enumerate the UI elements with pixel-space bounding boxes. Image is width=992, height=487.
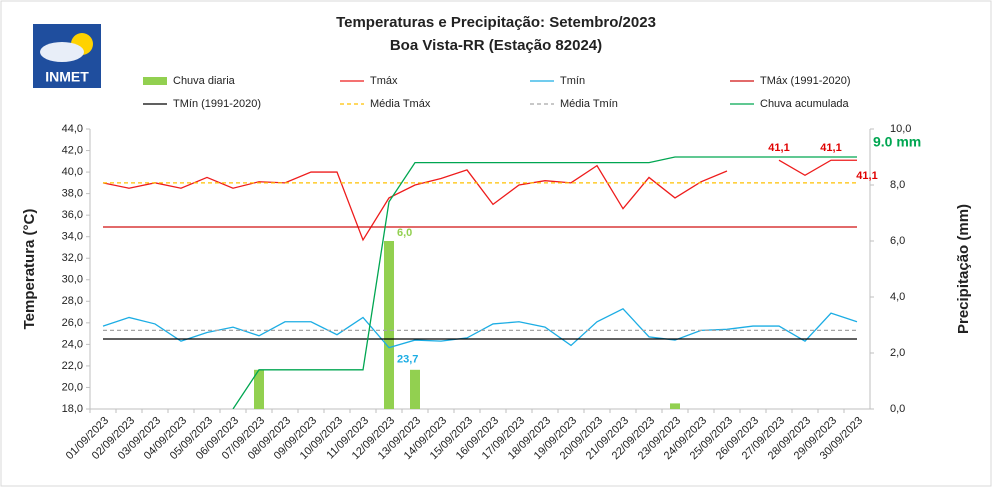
y-axis-label: Temperatura (°C) bbox=[21, 209, 38, 330]
y-tick-label: 22,0 bbox=[62, 360, 83, 372]
logo-text: INMET bbox=[45, 69, 89, 85]
y2-tick-label: 10,0 bbox=[890, 123, 911, 135]
line bbox=[102, 164, 728, 242]
legend-label: Tmín bbox=[560, 75, 585, 87]
data-label: 23,7 bbox=[397, 354, 418, 366]
line bbox=[232, 156, 857, 409]
line bbox=[778, 159, 857, 177]
y-tick-label: 34,0 bbox=[62, 231, 83, 243]
y-tick-label: 40,0 bbox=[62, 166, 83, 178]
bar bbox=[384, 241, 394, 409]
y-tick-label: 32,0 bbox=[62, 252, 83, 264]
y-tick-label: 24,0 bbox=[62, 338, 83, 350]
y2-tick-label: 2,0 bbox=[890, 347, 905, 359]
chart-subtitle: Boa Vista-RR (Estação 82024) bbox=[390, 37, 602, 54]
line bbox=[102, 308, 858, 349]
y-tick-label: 38,0 bbox=[62, 188, 83, 200]
y2-tick-label: 0,0 bbox=[890, 403, 905, 415]
logo-cloud bbox=[40, 42, 84, 62]
legend-label: Média Tmín bbox=[560, 98, 618, 110]
legend-label: Chuva acumulada bbox=[760, 98, 850, 110]
y-tick-label: 30,0 bbox=[62, 274, 83, 286]
data-label: 41,1 bbox=[768, 142, 789, 154]
y2-axis-label: Precipitação (mm) bbox=[955, 204, 972, 334]
y-tick-label: 44,0 bbox=[62, 123, 83, 135]
bar bbox=[410, 369, 420, 409]
logo: INMET bbox=[33, 24, 101, 88]
data-label: 41,1 bbox=[820, 142, 841, 154]
bar bbox=[254, 369, 264, 409]
legend-label: TMáx (1991-2020) bbox=[760, 75, 851, 87]
y-tick-label: 26,0 bbox=[62, 317, 83, 329]
legend-swatch bbox=[143, 77, 167, 85]
legend-label: Chuva diaria bbox=[173, 75, 236, 87]
legend-label: Tmáx bbox=[370, 75, 398, 87]
data-label: 6,0 bbox=[397, 227, 412, 239]
plot-area bbox=[102, 156, 858, 409]
y2-tick-label: 4,0 bbox=[890, 291, 905, 303]
y2-tick-label: 6,0 bbox=[890, 235, 905, 247]
bar bbox=[670, 403, 680, 409]
y2-tick-label: 8,0 bbox=[890, 179, 905, 191]
data-label: 41,1 bbox=[856, 170, 877, 182]
legend-label: Média Tmáx bbox=[370, 98, 431, 110]
y-tick-label: 42,0 bbox=[62, 144, 83, 156]
chart-title: Temperaturas e Precipitação: Setembro/20… bbox=[336, 14, 656, 31]
y-tick-label: 18,0 bbox=[62, 403, 83, 415]
y-tick-label: 28,0 bbox=[62, 295, 83, 307]
y-tick-label: 20,0 bbox=[62, 381, 83, 393]
y-tick-label: 36,0 bbox=[62, 209, 83, 221]
data-label: 9.0 mm bbox=[873, 134, 921, 150]
legend-label: TMín (1991-2020) bbox=[173, 98, 261, 110]
